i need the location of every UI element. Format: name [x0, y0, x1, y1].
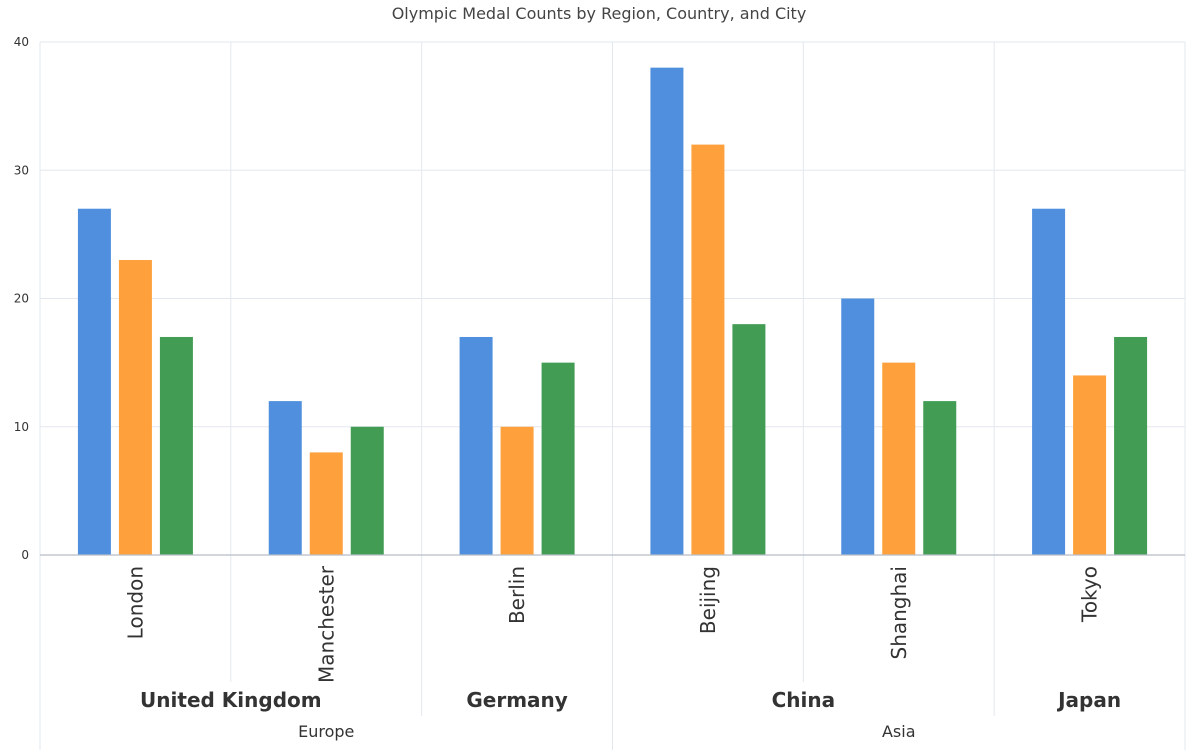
bar-berlin-series-3: [541, 362, 575, 555]
bar-beijing-series-1: [650, 67, 684, 556]
bar-berlin-series-2: [500, 426, 534, 555]
bar-tokyo-series-1: [1032, 208, 1066, 555]
bar-shanghai-series-1: [841, 298, 875, 555]
region-label-europe: Europe: [298, 722, 354, 741]
bar-beijing-series-3: [732, 324, 766, 555]
y-tick-label-40: 40: [14, 35, 29, 49]
country-label-united-kingdom: United Kingdom: [140, 688, 322, 712]
bar-tokyo-series-2: [1073, 375, 1107, 555]
bar-manchester-series-1: [268, 401, 302, 555]
bar-shanghai-series-3: [923, 401, 957, 555]
country-label-china: China: [772, 688, 836, 712]
y-tick-label-30: 30: [14, 163, 29, 177]
bar-beijing-series-2: [691, 144, 725, 555]
bar-manchester-series-2: [309, 452, 343, 555]
city-label-london: London: [123, 566, 147, 639]
city-label-shanghai: Shanghai: [887, 566, 911, 660]
bars-group: [77, 67, 1148, 556]
bar-shanghai-series-2: [882, 362, 916, 555]
city-label-berlin: Berlin: [505, 566, 529, 624]
axes-group: 0 10 20 30 40 London Manchester Berlin Beijing Sh…: [14, 35, 1185, 741]
region-label-asia: Asia: [882, 722, 916, 741]
y-tick-label-10: 10: [14, 420, 29, 434]
country-label-japan: Japan: [1056, 688, 1121, 712]
bar-manchester-series-3: [350, 426, 384, 555]
bar-tokyo-series-3: [1114, 336, 1148, 555]
city-label-manchester: Manchester: [314, 565, 338, 683]
y-tick-label-0: 0: [21, 548, 29, 562]
y-tick-label-20: 20: [14, 292, 29, 306]
bar-london-series-3: [159, 336, 193, 555]
bar-london-series-1: [77, 208, 111, 555]
country-label-germany: Germany: [466, 688, 567, 712]
grid-group: [39, 41, 1186, 750]
city-label-beijing: Beijing: [696, 566, 720, 634]
city-label-tokyo: Tokyo: [1078, 566, 1102, 623]
chart-title: Olympic Medal Counts by Region, Country,…: [392, 4, 807, 23]
bar-berlin-series-1: [459, 336, 493, 555]
bar-london-series-2: [118, 260, 152, 555]
